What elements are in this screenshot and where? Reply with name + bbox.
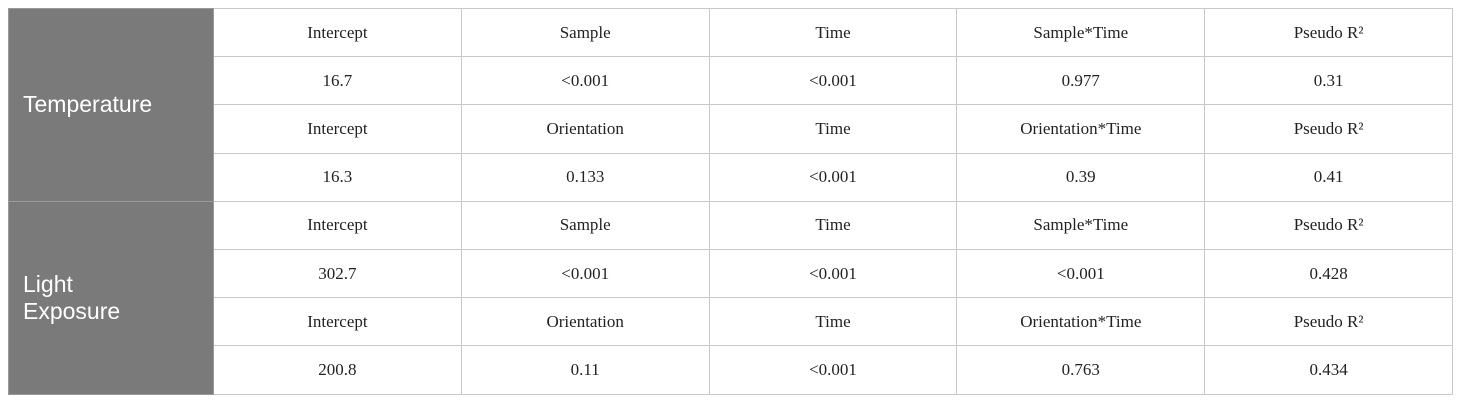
table-row: Temperature Intercept Sample Time Sample*Tim…	[8, 7, 1453, 202]
group-cell: Temperature	[8, 8, 214, 202]
value-cell: 0.428	[1204, 248, 1453, 299]
value-cell: 200.8	[213, 345, 462, 395]
value-cell: <0.001	[708, 345, 958, 395]
value-cell: 0.977	[956, 56, 1206, 106]
header-cell: Intercept	[213, 200, 462, 250]
table-body: Temperature Intercept Sample Time Sample*Tim…	[8, 7, 1453, 395]
group-label: Temperature	[23, 91, 153, 118]
header-cell: Intercept	[213, 104, 462, 154]
header-cell: Orientation	[460, 104, 710, 154]
group-cell: Light Exposure	[8, 200, 214, 395]
table-row: 200.8 0.11 <0.001 0.763 0.434	[9, 345, 1453, 395]
header-cell: Orientation	[460, 297, 710, 347]
header-cell: Pseudo R²	[1204, 200, 1453, 250]
value-cell: 0.41	[1204, 152, 1453, 202]
table-row: Intercept Orientation Time Orientation*Time…	[9, 297, 1453, 347]
group-label: Light Exposure	[23, 270, 121, 324]
table-row: Intercept Orientation Time Orientation*Time…	[9, 104, 1453, 154]
table-row: Light Exposure Intercept Sample Time Sample*…	[8, 200, 1453, 395]
value-cell: <0.001	[708, 152, 958, 202]
value-cell: 0.31	[1204, 56, 1453, 106]
value-cell: 16.3	[213, 152, 462, 202]
value-cell: 302.7	[213, 248, 462, 299]
header-cell: Time	[708, 104, 958, 154]
value-cell: 0.39	[956, 152, 1206, 202]
value-cell: 0.133	[460, 152, 710, 202]
value-cell: 0.763	[956, 345, 1206, 395]
table-row: 16.3 0.133 <0.001 0.39 0.41	[9, 152, 1453, 202]
header-cell: Time	[708, 200, 958, 250]
value-cell: 16.7	[213, 56, 462, 106]
value-cell: 0.434	[1204, 345, 1453, 395]
header-cell: Orientation*Time	[956, 104, 1206, 154]
header-cell: Time	[708, 7, 958, 58]
header-cell: Intercept	[213, 297, 462, 347]
header-cell: Pseudo R²	[1204, 297, 1453, 347]
header-cell: Sample*Time	[956, 200, 1206, 250]
header-cell: Pseudo R²	[1204, 104, 1453, 154]
value-cell: <0.001	[708, 248, 958, 299]
header-cell: Intercept	[213, 7, 462, 58]
table-row: 302.7 <0.001 <0.001 <0.001 0.428	[9, 248, 1453, 299]
header-cell: Time	[708, 297, 958, 347]
value-cell: <0.001	[956, 248, 1206, 299]
header-cell: Sample*Time	[956, 7, 1206, 58]
value-cell: <0.001	[460, 56, 710, 106]
value-cell: <0.001	[460, 248, 710, 299]
header-cell: Orientation*Time	[956, 297, 1206, 347]
table-row: 16.7 <0.001 <0.001 0.977 0.31	[9, 56, 1453, 106]
value-cell: <0.001	[708, 56, 958, 106]
header-cell: Sample	[460, 7, 710, 58]
header-cell: Sample	[460, 200, 710, 250]
value-cell: 0.11	[460, 345, 710, 395]
results-table: Temperature Intercept Sample Time Sample*Tim…	[8, 7, 1453, 395]
header-cell: Pseudo R²	[1204, 7, 1453, 58]
